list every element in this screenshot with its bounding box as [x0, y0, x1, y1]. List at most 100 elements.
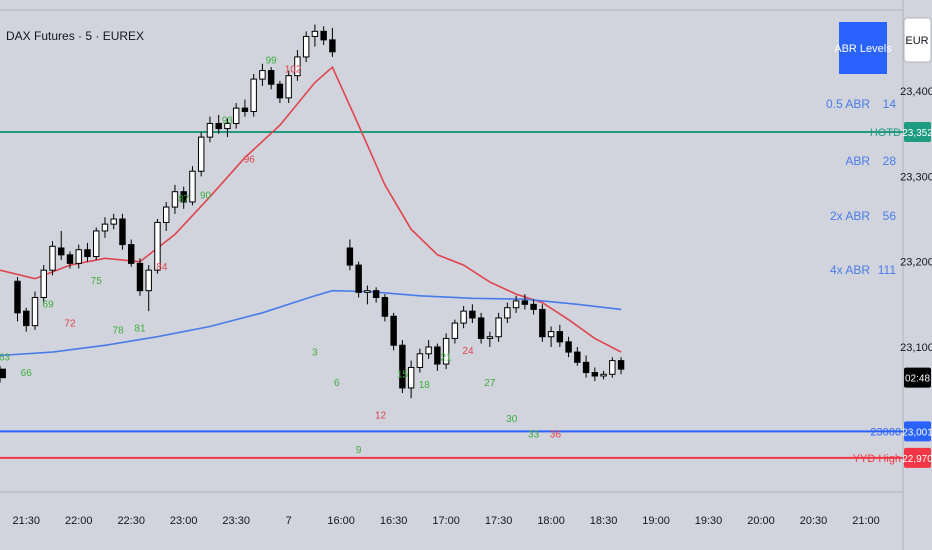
x-tick-label: 16:30 [380, 515, 408, 527]
candle[interactable] [617, 357, 625, 375]
candle-body [162, 206, 170, 223]
candle[interactable] [372, 287, 380, 303]
candle[interactable] [224, 118, 231, 138]
candle[interactable] [530, 299, 537, 315]
candle[interactable] [320, 26, 327, 45]
candle[interactable] [512, 295, 520, 313]
time-scale[interactable]: 21:30 22:00 22:30 23:00 23:30 7 16:00 16:30 17:0… [12, 515, 879, 527]
level-lines: HOTD 23000 YYD High [0, 127, 903, 465]
candle[interactable] [539, 304, 546, 342]
candle[interactable] [469, 304, 476, 324]
candle-body [93, 230, 100, 258]
candle[interactable] [189, 166, 196, 206]
candle-body [451, 322, 459, 339]
candle-body [23, 310, 30, 327]
price-scale[interactable]: 23,400 23,300 23,200 23,100 [900, 86, 932, 354]
candle-body [372, 290, 380, 298]
candle[interactable] [206, 116, 214, 143]
candle[interactable] [355, 261, 362, 298]
y-tick-label: 23,400 [900, 86, 932, 98]
candle[interactable] [75, 244, 82, 269]
price-tag: 22,970 [902, 447, 932, 468]
candle[interactable] [84, 242, 91, 262]
candle[interactable] [486, 331, 494, 347]
candle[interactable] [93, 227, 100, 260]
candle[interactable] [259, 63, 266, 86]
candle[interactable] [23, 307, 30, 332]
abr-table: 0.5 ABR 14 ABR 28 2x ABR 56 4x ABR 111 [826, 97, 896, 277]
currency-button[interactable] [903, 17, 932, 63]
candle[interactable] [14, 277, 21, 322]
candle[interactable] [294, 50, 301, 81]
candle[interactable] [364, 285, 371, 305]
candle[interactable] [477, 312, 485, 344]
x-tick-label: 20:00 [747, 515, 775, 527]
candle[interactable] [276, 80, 284, 103]
candle[interactable] [110, 213, 117, 230]
candle[interactable] [215, 114, 222, 134]
abr-levels-button[interactable] [839, 22, 887, 74]
candle[interactable] [416, 348, 424, 373]
candle[interactable] [154, 219, 161, 274]
candle[interactable] [329, 27, 336, 57]
candle[interactable] [101, 217, 109, 238]
candle-body [58, 247, 65, 256]
candles[interactable] [0, 24, 625, 399]
candle[interactable] [442, 333, 450, 370]
bar-count-label: 81 [134, 324, 146, 335]
candle[interactable] [58, 230, 65, 260]
candle[interactable] [574, 346, 581, 366]
candle-body [591, 372, 599, 377]
candle-body [539, 308, 546, 338]
candle[interactable] [285, 70, 292, 103]
candle[interactable] [460, 306, 467, 329]
candle[interactable] [591, 367, 599, 382]
candle[interactable] [40, 265, 47, 303]
candle[interactable] [609, 357, 616, 378]
candle[interactable] [521, 294, 529, 310]
bar-count-label: 6 [334, 378, 340, 389]
candle-body [171, 191, 179, 208]
candle[interactable] [66, 251, 74, 269]
candle[interactable] [171, 184, 179, 214]
candle[interactable] [451, 319, 459, 344]
candle[interactable] [267, 67, 275, 90]
candle[interactable] [180, 186, 187, 209]
candle[interactable] [128, 239, 135, 267]
candle[interactable] [346, 239, 354, 271]
candle[interactable] [136, 258, 144, 296]
candle-body [434, 346, 441, 365]
candle[interactable] [425, 340, 432, 359]
candle[interactable] [119, 213, 126, 250]
candle[interactable] [547, 326, 555, 347]
candle[interactable] [556, 324, 564, 347]
candle[interactable] [565, 336, 572, 358]
candle[interactable] [145, 265, 152, 312]
bar-count-label: 96 [244, 155, 256, 166]
candle[interactable] [600, 370, 607, 380]
candle[interactable] [399, 340, 406, 394]
candle[interactable] [504, 302, 511, 324]
candle[interactable] [495, 312, 502, 342]
candle-body [390, 315, 397, 346]
candle-body [355, 264, 362, 293]
candle[interactable] [582, 355, 590, 378]
bar-count-label: 27 [484, 378, 496, 389]
candle[interactable] [232, 102, 240, 129]
price-tag: 23,352 [902, 121, 932, 142]
candle[interactable] [381, 294, 389, 322]
candle[interactable] [390, 312, 397, 351]
candle[interactable] [0, 365, 6, 383]
candle[interactable] [434, 343, 441, 371]
candle[interactable] [49, 241, 56, 276]
candle[interactable] [311, 24, 319, 47]
candle[interactable] [241, 99, 249, 117]
candle[interactable] [162, 201, 170, 231]
candle-body [66, 254, 74, 264]
candle[interactable] [197, 131, 205, 177]
candle[interactable] [250, 73, 257, 117]
candle[interactable] [31, 291, 39, 330]
candle[interactable] [302, 31, 310, 63]
candle[interactable] [407, 360, 415, 399]
